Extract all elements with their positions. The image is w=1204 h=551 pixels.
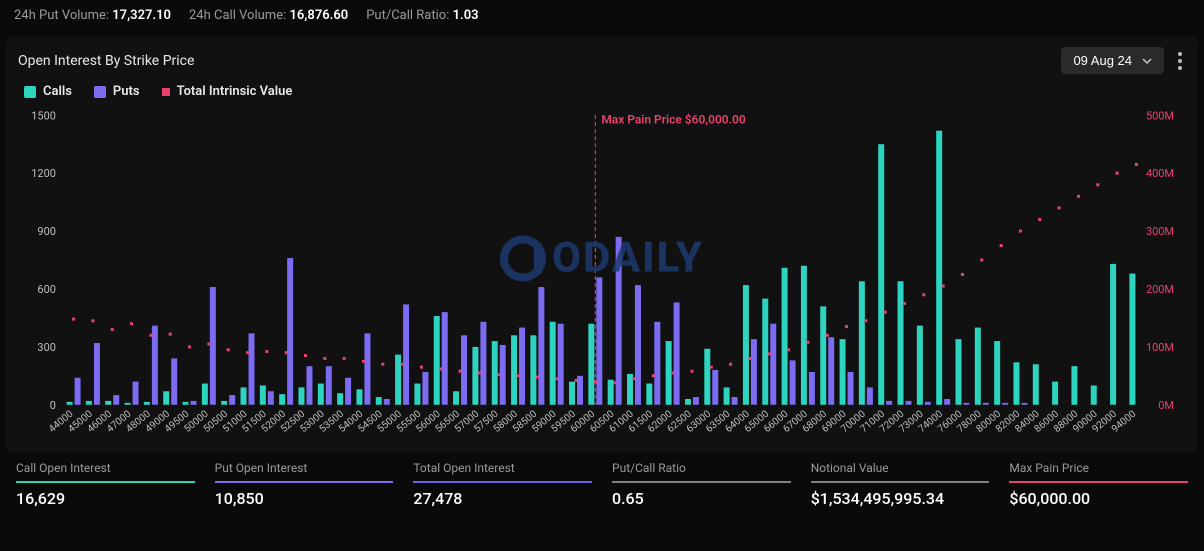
- svg-text:400M: 400M: [1146, 167, 1174, 180]
- stat-card: Total Open Interest 27,478: [403, 461, 602, 508]
- more-menu-button[interactable]: [1174, 48, 1186, 74]
- svg-text:Max Pain Price $60,000.00: Max Pain Price $60,000.00: [601, 112, 746, 126]
- svg-text:300M: 300M: [1146, 225, 1174, 238]
- stat-card: Call Open Interest 16,629: [6, 461, 205, 508]
- panel-title: Open Interest By Strike Price: [18, 53, 194, 69]
- put-call-ratio-stat: Put/Call Ratio: 1.03: [366, 8, 478, 23]
- chevron-down-icon: [1142, 56, 1152, 66]
- svg-text:1200: 1200: [31, 167, 56, 180]
- stat-value: 16,629: [16, 489, 195, 508]
- summary-stats-row: Call Open Interest 16,629 Put Open Interes…: [6, 461, 1198, 508]
- legend-puts-swatch: [94, 86, 106, 98]
- legend-calls-swatch: [24, 86, 36, 98]
- stat-underline: [215, 481, 394, 483]
- svg-text:0M: 0M: [1158, 399, 1174, 412]
- call-volume-label: 24h Call Volume:: [189, 8, 286, 23]
- stat-underline: [811, 481, 990, 483]
- date-selector-button[interactable]: 09 Aug 24: [1061, 47, 1164, 74]
- stat-label: Notional Value: [811, 461, 990, 481]
- chart-legend: Calls Puts Total Intrinsic Value: [18, 80, 1186, 101]
- put-call-ratio-label: Put/Call Ratio:: [366, 8, 449, 23]
- legend-puts[interactable]: Puts: [94, 84, 140, 99]
- put-volume-stat: 24h Put Volume: 17,327.10: [14, 8, 171, 23]
- legend-puts-label: Puts: [113, 84, 140, 99]
- stat-value: 10,850: [215, 489, 394, 508]
- stat-value: 0.65: [612, 489, 791, 508]
- svg-text:0: 0: [50, 399, 56, 412]
- put-volume-label: 24h Put Volume:: [14, 8, 109, 23]
- svg-text:300: 300: [37, 341, 56, 354]
- chart-area: ODAILY 0 300 600 900 1200 1500 0M 100M 200M 300M 4…: [18, 105, 1186, 445]
- stat-value: $60,000.00: [1009, 489, 1188, 508]
- put-volume-value: 17,327.10: [112, 8, 171, 23]
- svg-text:500M: 500M: [1146, 109, 1174, 122]
- svg-text:200M: 200M: [1146, 283, 1174, 296]
- stat-card: Max Pain Price $60,000.00: [999, 461, 1198, 508]
- date-selected-value: 09 Aug 24: [1073, 53, 1132, 68]
- svg-text:100M: 100M: [1146, 341, 1174, 354]
- svg-text:1500: 1500: [31, 109, 56, 122]
- stat-label: Put Open Interest: [215, 461, 394, 481]
- legend-calls-label: Calls: [43, 84, 72, 99]
- open-interest-panel: Open Interest By Strike Price 09 Aug 24 …: [6, 37, 1198, 453]
- stat-underline: [612, 481, 791, 483]
- stat-label: Put/Call Ratio: [612, 461, 791, 481]
- svg-text:600: 600: [37, 283, 56, 296]
- stat-underline: [16, 481, 195, 483]
- stat-underline: [1009, 481, 1188, 483]
- svg-text:900: 900: [37, 225, 56, 238]
- stat-label: Total Open Interest: [413, 461, 592, 481]
- legend-tiv-label: Total Intrinsic Value: [177, 84, 293, 99]
- stat-label: Max Pain Price: [1009, 461, 1188, 481]
- stat-underline: [413, 481, 592, 483]
- stat-card: Put Open Interest 10,850: [205, 461, 404, 508]
- stat-card: Notional Value $1,534,495,995.34: [801, 461, 1000, 508]
- legend-calls[interactable]: Calls: [24, 84, 72, 99]
- stat-value: 27,478: [413, 489, 592, 508]
- legend-tiv-swatch: [162, 88, 170, 96]
- legend-tiv[interactable]: Total Intrinsic Value: [162, 84, 293, 99]
- call-volume-stat: 24h Call Volume: 16,876.60: [189, 8, 348, 23]
- call-volume-value: 16,876.60: [289, 8, 348, 23]
- stat-value: $1,534,495,995.34: [811, 489, 990, 508]
- put-call-ratio-value: 1.03: [453, 8, 479, 23]
- panel-header-controls: 09 Aug 24: [1061, 47, 1186, 74]
- top-summary-bar: 24h Put Volume: 17,327.10 24h Call Volum…: [0, 0, 1204, 31]
- stat-label: Call Open Interest: [16, 461, 195, 481]
- watermark-logo: ODAILY: [500, 234, 704, 283]
- panel-header: Open Interest By Strike Price 09 Aug 24: [18, 47, 1186, 74]
- stat-card: Put/Call Ratio 0.65: [602, 461, 801, 508]
